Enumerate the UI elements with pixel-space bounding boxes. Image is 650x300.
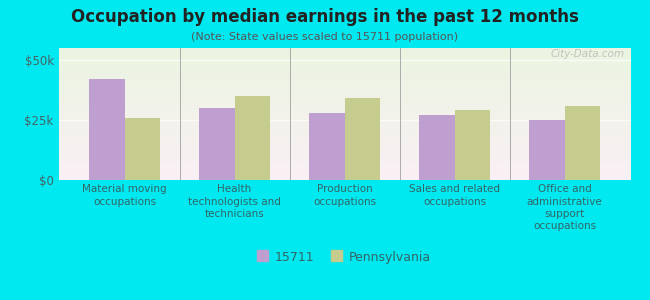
Bar <box>200 108 235 180</box>
Bar <box>89 79 125 180</box>
Bar <box>309 113 344 180</box>
Bar <box>454 110 489 180</box>
Bar <box>419 115 454 180</box>
Bar <box>564 106 600 180</box>
Bar <box>235 96 270 180</box>
Text: City-Data.com: City-Data.com <box>551 49 625 59</box>
Text: Occupation by median earnings in the past 12 months: Occupation by median earnings in the pas… <box>71 8 579 26</box>
Bar <box>125 118 160 180</box>
Bar <box>344 98 380 180</box>
Bar <box>529 120 564 180</box>
Legend: 15711, Pennsylvania: 15711, Pennsylvania <box>253 246 436 269</box>
Text: (Note: State values scaled to 15711 population): (Note: State values scaled to 15711 popu… <box>192 32 458 41</box>
